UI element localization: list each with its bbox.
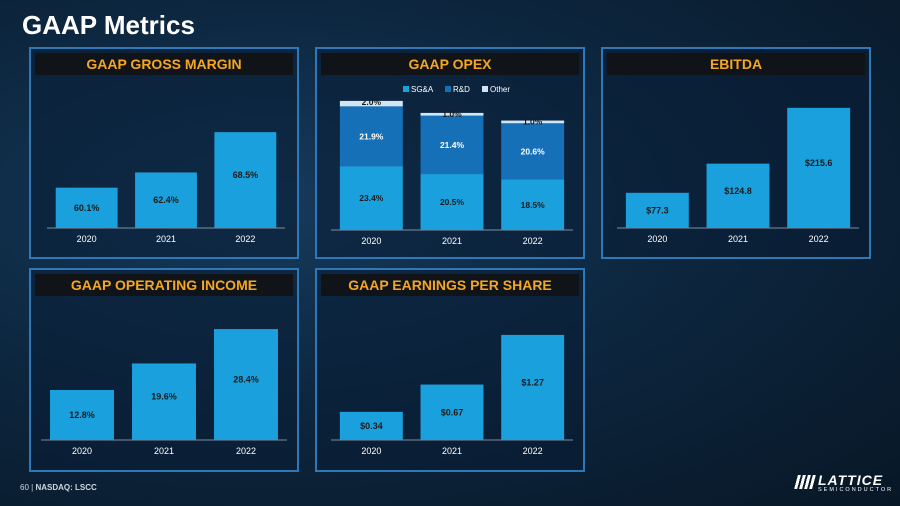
legend-label: SG&A — [411, 85, 434, 94]
footer-separator: | — [31, 483, 34, 492]
data-label: 62.4% — [153, 195, 179, 205]
eps-title: GAAP EARNINGS PER SHARE — [321, 274, 579, 296]
ebitda-bar-2021 — [706, 163, 770, 228]
gross-margin-bar-2021 — [135, 172, 197, 228]
gross-margin-bar-2022 — [214, 132, 277, 228]
data-label: 20.6% — [521, 146, 546, 156]
opex-panel: GAAP OPEX SG&A R&D Other 23.4% 21.9% 2.0% 2020… — [315, 47, 585, 259]
operating-income-title: GAAP OPERATING INCOME — [35, 274, 293, 296]
operating-income-panel: GAAP OPERATING INCOME 12.8% 2020 19.6% 2021… — [29, 268, 299, 472]
ticker: NASDAQ: LSCC — [35, 483, 97, 492]
x-tick-label: 2021 — [156, 234, 176, 244]
x-tick-label: 2020 — [361, 446, 381, 456]
logo-name: LATTICE — [818, 472, 884, 488]
x-tick-label: 2020 — [72, 446, 92, 456]
legend-label: R&D — [453, 85, 470, 94]
x-tick-label: 2022 — [809, 234, 829, 244]
operating-income-bar-2020 — [50, 390, 114, 440]
x-tick-label: 2020 — [77, 234, 97, 244]
ebitda-bar-2022 — [787, 107, 851, 228]
data-label: 1.0% — [523, 117, 543, 127]
eps-bar-2020 — [339, 411, 403, 440]
lattice-logo-mark-icon — [794, 475, 816, 489]
opex-title: GAAP OPEX — [321, 53, 579, 75]
legend-swatch — [445, 86, 451, 92]
legend-swatch — [403, 86, 409, 92]
x-tick-label: 2021 — [442, 446, 462, 456]
x-tick-label: 2022 — [236, 446, 256, 456]
lattice-logo: LATTICE SEMICONDUCTOR — [794, 472, 891, 496]
eps-panel: GAAP EARNINGS PER SHARE $0.34 2020 $0.67 20… — [315, 268, 585, 472]
ebitda-panel: EBITDA $77.3 2020 $124.8 2021 $215.6 2022 — [601, 47, 871, 259]
data-label: 20.5% — [440, 197, 465, 207]
logo-sub: SEMICONDUCTOR — [818, 487, 894, 493]
x-tick-label: 2022 — [235, 234, 255, 244]
gross-margin-panel: GAAP GROSS MARGIN 60.1% 2020 62.4% 2021 68.5… — [29, 47, 299, 259]
data-label: 60.1% — [74, 203, 100, 213]
legend-swatch — [482, 86, 488, 92]
data-label: 28.4% — [233, 375, 259, 385]
operating-income-bar-2022 — [214, 329, 278, 440]
x-tick-label: 2021 — [154, 446, 174, 456]
opex-bar-other-2022 — [501, 120, 565, 124]
x-tick-label: 2020 — [361, 236, 381, 246]
ebitda-chart: $77.3 2020 $124.8 2021 $215.6 2022 — [617, 107, 859, 244]
data-label: $124.8 — [724, 186, 752, 196]
data-label: $77.3 — [646, 205, 669, 215]
opex-chart: SG&A R&D Other 23.4% 21.9% 2.0% 2020 20.5% 21.4%… — [331, 85, 573, 246]
opex-bar-rd-2022 — [501, 123, 565, 180]
data-label: 68.5% — [233, 170, 259, 180]
eps-bar-2021 — [420, 384, 484, 440]
gross-margin-bar-2020 — [55, 187, 118, 228]
x-tick-label: 2021 — [728, 234, 748, 244]
data-label: 23.4% — [359, 193, 384, 203]
x-tick-label: 2021 — [442, 236, 462, 246]
opex-legend: SG&A R&D Other — [403, 85, 510, 94]
data-label: 1.0% — [442, 109, 462, 119]
data-label: $215.6 — [805, 158, 833, 168]
gross-margin-title: GAAP GROSS MARGIN — [35, 53, 293, 75]
data-label: 19.6% — [151, 392, 177, 402]
page-title: GAAP Metrics — [22, 10, 195, 40]
legend-label: Other — [490, 85, 510, 94]
data-label: $0.67 — [441, 407, 464, 417]
data-label: 12.8% — [69, 410, 95, 420]
opex-bar-other-2020 — [339, 100, 403, 107]
opex-bar-rd-2020 — [339, 106, 403, 167]
x-tick-label: 2022 — [523, 446, 543, 456]
opex-bar-sga-2022 — [501, 179, 565, 230]
operating-income-chart: 12.8% 2020 19.6% 2021 28.4% 2022 — [41, 329, 287, 456]
x-tick-label: 2022 — [523, 236, 543, 246]
opex-bar-rd-2021 — [420, 115, 484, 175]
data-label: 21.4% — [440, 140, 465, 150]
ebitda-bar-2020 — [625, 192, 689, 228]
data-label: $1.27 — [521, 377, 544, 387]
eps-chart: $0.34 2020 $0.67 2021 $1.27 2022 — [331, 334, 573, 456]
footer: 60 | NASDAQ: LSCC — [20, 483, 97, 492]
operating-income-bar-2021 — [132, 363, 196, 440]
opex-bar-sga-2021 — [420, 174, 484, 230]
x-tick-label: 2020 — [647, 234, 667, 244]
data-label: 2.0% — [362, 97, 382, 107]
opex-bar-sga-2020 — [339, 166, 403, 230]
gross-margin-chart: 60.1% 2020 62.4% 2021 68.5% 2022 — [47, 132, 285, 244]
ebitda-title: EBITDA — [607, 53, 865, 75]
opex-bar-other-2021 — [420, 112, 484, 116]
data-label: $0.34 — [360, 421, 383, 431]
eps-bar-2022 — [501, 334, 565, 440]
data-label: 21.9% — [359, 131, 384, 141]
page-number: 60 — [20, 483, 29, 492]
data-label: 18.5% — [521, 200, 546, 210]
